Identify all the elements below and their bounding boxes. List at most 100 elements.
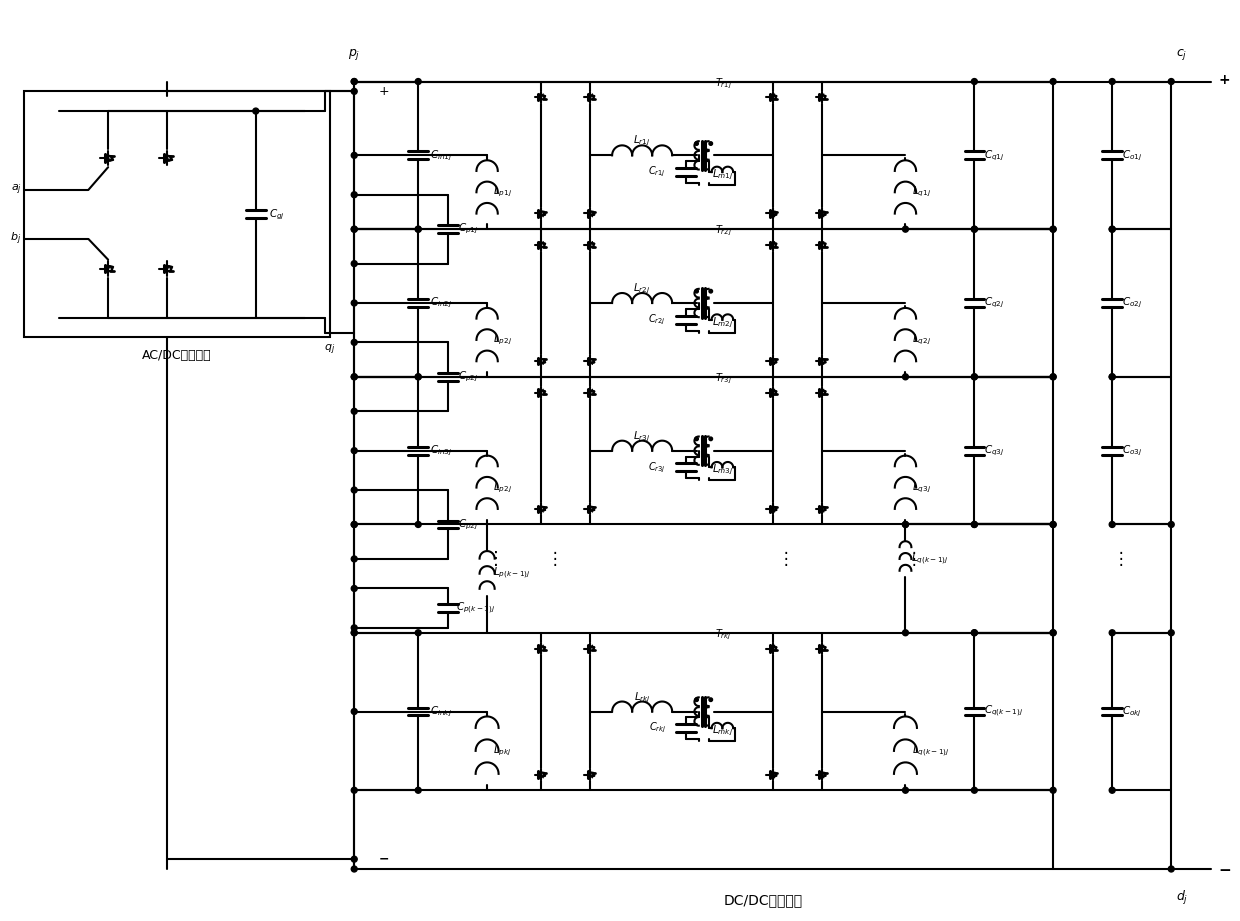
Text: $\vdots$: $\vdots$: [1111, 550, 1122, 568]
Circle shape: [1050, 630, 1056, 635]
Circle shape: [971, 521, 977, 528]
Text: $d_j$: $d_j$: [1177, 889, 1188, 906]
Polygon shape: [543, 391, 546, 394]
Circle shape: [415, 374, 422, 379]
Circle shape: [1110, 374, 1115, 379]
Text: $T_{r2j}$: $T_{r2j}$: [715, 224, 733, 239]
Circle shape: [1050, 227, 1056, 232]
Circle shape: [351, 227, 357, 232]
Text: $p_j$: $p_j$: [348, 47, 361, 62]
Text: $C_{r3j}$: $C_{r3j}$: [649, 460, 666, 474]
Polygon shape: [823, 212, 826, 215]
Text: DC/DC变换单元: DC/DC变换单元: [723, 893, 802, 907]
Text: $L_{mkj}$: $L_{mkj}$: [712, 724, 733, 738]
Circle shape: [903, 374, 909, 379]
Circle shape: [351, 556, 357, 562]
Circle shape: [971, 227, 977, 232]
Text: $C_{q2j}$: $C_{q2j}$: [985, 296, 1004, 310]
Text: $C_{inkj}$: $C_{inkj}$: [430, 705, 453, 718]
Text: −: −: [1219, 864, 1231, 879]
Circle shape: [971, 374, 977, 379]
Circle shape: [971, 227, 977, 232]
Circle shape: [351, 227, 357, 232]
Text: $C_{p(k-1)j}$: $C_{p(k-1)j}$: [455, 600, 495, 616]
Polygon shape: [593, 212, 595, 215]
Circle shape: [1110, 374, 1115, 379]
Circle shape: [971, 630, 977, 635]
Circle shape: [694, 698, 698, 702]
Text: $L_{r2j}$: $L_{r2j}$: [634, 282, 651, 297]
Circle shape: [1050, 374, 1056, 379]
Polygon shape: [775, 212, 777, 215]
Polygon shape: [593, 773, 595, 776]
Circle shape: [1110, 227, 1115, 232]
Circle shape: [971, 374, 977, 379]
Text: $L_{m3j}$: $L_{m3j}$: [712, 463, 733, 477]
Text: $b_j$: $b_j$: [10, 231, 21, 247]
Circle shape: [415, 787, 422, 793]
Polygon shape: [170, 157, 172, 160]
Text: $C_{o1j}$: $C_{o1j}$: [1122, 148, 1142, 162]
Circle shape: [903, 521, 909, 528]
Circle shape: [694, 437, 698, 440]
Circle shape: [1168, 630, 1174, 635]
Text: $\vdots$: $\vdots$: [546, 550, 557, 568]
Circle shape: [709, 698, 713, 702]
Text: $T_{r1j}$: $T_{r1j}$: [715, 76, 733, 90]
Circle shape: [903, 521, 909, 528]
Circle shape: [351, 261, 357, 266]
Text: $L_{m2j}$: $L_{m2j}$: [712, 315, 733, 330]
Circle shape: [351, 630, 357, 635]
Text: $L_{pkj}$: $L_{pkj}$: [494, 743, 512, 758]
Circle shape: [351, 787, 357, 793]
Text: $L_{q(k-1)j}$: $L_{q(k-1)j}$: [911, 552, 949, 566]
Polygon shape: [823, 243, 826, 247]
Text: $L_{p2j}$: $L_{p2j}$: [494, 332, 512, 347]
Circle shape: [971, 787, 977, 793]
Circle shape: [351, 448, 357, 454]
Text: $L_{q1j}$: $L_{q1j}$: [913, 185, 931, 200]
Circle shape: [415, 78, 422, 85]
Polygon shape: [775, 507, 777, 510]
Polygon shape: [543, 96, 546, 99]
Polygon shape: [823, 359, 826, 363]
Polygon shape: [543, 647, 546, 650]
Text: $C_{p2j}$: $C_{p2j}$: [458, 518, 479, 531]
Polygon shape: [823, 96, 826, 99]
Text: $L_{q(k-1)j}$: $L_{q(k-1)j}$: [913, 743, 950, 759]
Circle shape: [1168, 521, 1174, 528]
Circle shape: [351, 78, 357, 85]
Text: $L_{m1j}$: $L_{m1j}$: [712, 168, 733, 182]
Text: $L_{r1j}$: $L_{r1j}$: [634, 134, 651, 148]
Circle shape: [1050, 630, 1056, 635]
Circle shape: [1050, 521, 1056, 528]
Text: $C_{in3j}$: $C_{in3j}$: [430, 443, 453, 458]
Polygon shape: [775, 773, 777, 776]
Circle shape: [351, 300, 357, 306]
Circle shape: [351, 866, 357, 872]
Text: $L_{p(k-1)j}$: $L_{p(k-1)j}$: [494, 566, 531, 581]
Text: $\vdots$: $\vdots$: [905, 550, 916, 568]
Polygon shape: [543, 359, 546, 363]
Circle shape: [1110, 630, 1115, 635]
Text: +: +: [1219, 73, 1230, 87]
Text: $L_{q2j}$: $L_{q2j}$: [913, 332, 931, 347]
Circle shape: [903, 227, 909, 232]
Circle shape: [351, 78, 357, 85]
Bar: [25, 91, 330, 337]
Polygon shape: [823, 647, 826, 650]
Text: +: +: [378, 85, 389, 98]
Circle shape: [1110, 78, 1115, 85]
Circle shape: [1050, 227, 1056, 232]
Text: $c_j$: $c_j$: [1177, 47, 1188, 62]
Text: $L_{p1j}$: $L_{p1j}$: [494, 185, 512, 200]
Circle shape: [351, 152, 357, 158]
Text: $C_{r1j}$: $C_{r1j}$: [649, 165, 666, 180]
Circle shape: [1168, 866, 1174, 872]
Text: $C_{q3j}$: $C_{q3j}$: [985, 443, 1004, 458]
Polygon shape: [110, 157, 114, 160]
Polygon shape: [593, 96, 595, 99]
Circle shape: [1168, 78, 1174, 85]
Text: $C_{p1j}$: $C_{p1j}$: [458, 222, 479, 237]
Circle shape: [1110, 521, 1115, 528]
